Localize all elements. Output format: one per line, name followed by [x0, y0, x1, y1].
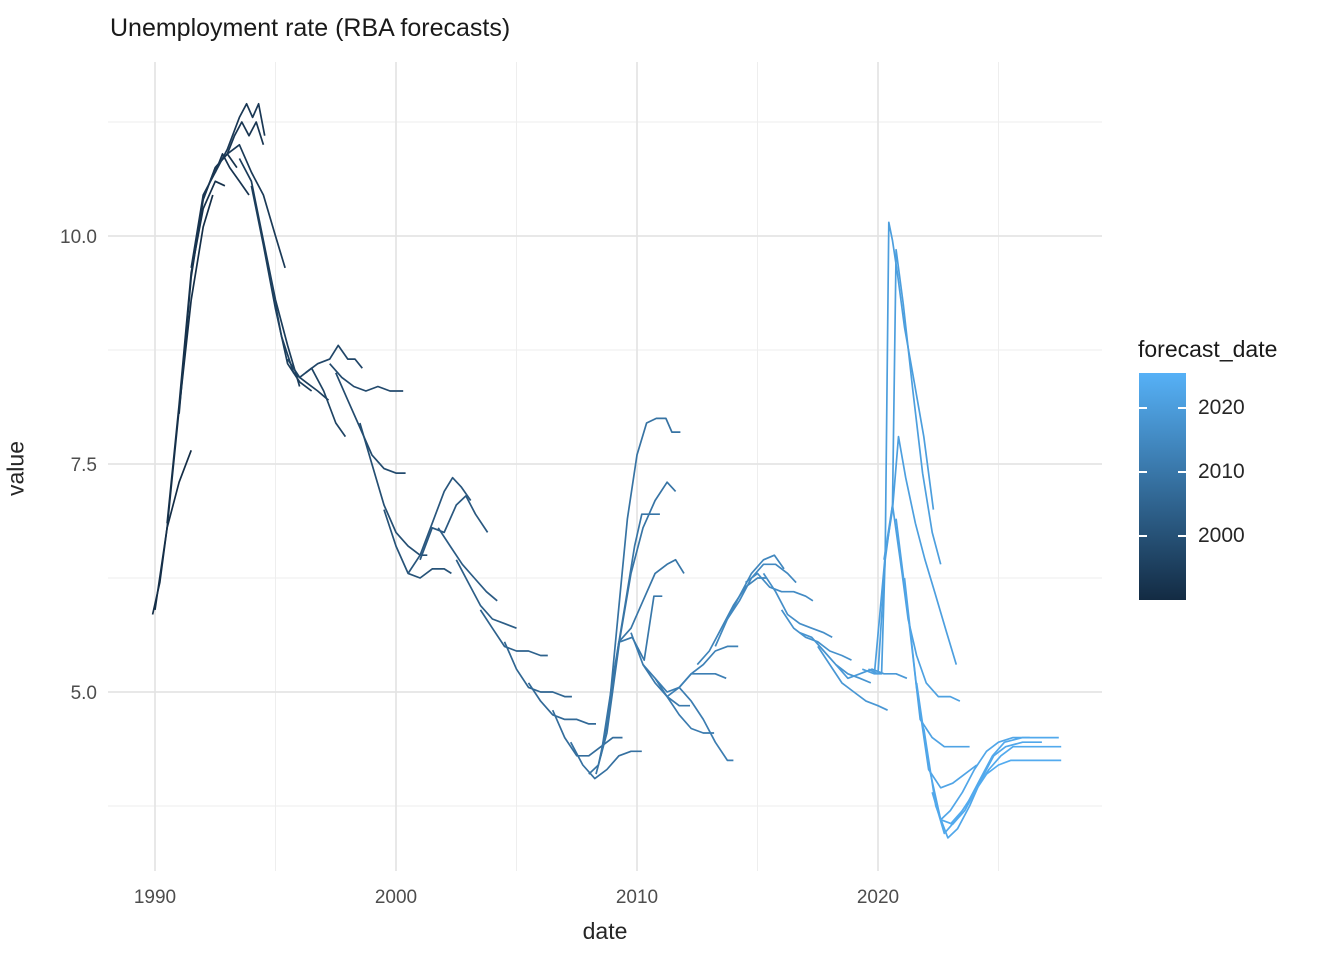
forecast-line — [678, 645, 739, 688]
forecast-line — [527, 682, 596, 725]
x-tick-label: 1990 — [134, 887, 176, 908]
legend-tick-label: 2010 — [1198, 460, 1245, 484]
x-tick-label: 2000 — [375, 887, 417, 908]
forecast-line — [407, 476, 472, 574]
forecast-line — [817, 645, 888, 711]
forecast-line — [419, 495, 489, 561]
forecast-line — [606, 558, 685, 729]
x-axis-title: date — [582, 918, 628, 944]
y-tick-label: 10.0 — [60, 227, 97, 248]
legend-title: forecast_date — [1138, 336, 1278, 362]
forecast-line — [250, 185, 313, 392]
colorbar-tick — [1178, 535, 1186, 538]
forecast-line — [642, 664, 715, 734]
forecast-line — [305, 344, 363, 374]
forecast-line — [226, 143, 286, 269]
y-tick-label: 7.5 — [71, 455, 97, 476]
forecast-line — [744, 572, 814, 602]
forecast-line — [949, 759, 1062, 825]
forecast-line — [726, 563, 797, 620]
forecast-line — [654, 677, 734, 762]
forecast-line — [569, 741, 642, 780]
forecast-line — [286, 358, 347, 438]
legend-tick-label: 2000 — [1198, 524, 1245, 548]
forecast-line — [455, 559, 517, 629]
forecast-line — [214, 102, 266, 173]
forecast-line — [335, 372, 406, 474]
forecast-line — [329, 363, 404, 392]
legend-tick-label: 2020 — [1198, 396, 1245, 420]
forecast-line — [437, 527, 498, 602]
forecast-line — [915, 682, 1030, 821]
forecast-line — [190, 153, 250, 269]
forecast-line — [178, 153, 238, 414]
x-tick-label: 2010 — [616, 887, 658, 908]
forecast-line — [202, 121, 265, 200]
forecast-line — [895, 518, 970, 748]
gridlines-major — [108, 62, 1102, 871]
forecast-line — [931, 736, 1059, 835]
forecast-line — [166, 180, 226, 524]
colorbar-tick — [1178, 407, 1186, 410]
forecast-line — [503, 641, 572, 698]
forecast-line — [238, 158, 301, 387]
forecast-lines — [151, 102, 1062, 839]
axis-tick-labels: 10.0 7.5 5.0 1990 2000 2010 2020 — [60, 227, 899, 908]
forecast-line — [383, 509, 452, 579]
colorbar-tick — [1139, 535, 1147, 538]
forecast-line — [696, 577, 768, 666]
colorbar-tick — [1178, 471, 1186, 474]
forecast-line — [835, 664, 908, 680]
forecast-line — [780, 609, 852, 661]
forecast-line — [883, 504, 961, 702]
forecast-line — [666, 672, 727, 698]
forecast-line — [940, 745, 1062, 826]
y-tick-label: 5.0 — [71, 683, 97, 704]
forecast-line — [154, 194, 214, 611]
forecast-line — [922, 728, 1042, 839]
forecast-line — [600, 513, 660, 756]
forecast-line — [868, 248, 942, 675]
x-tick-label: 2020 — [857, 887, 899, 908]
gridlines-minor — [108, 62, 1102, 871]
legend-colorbar — [1139, 373, 1186, 600]
forecast-line — [551, 709, 623, 757]
forecast-line — [714, 554, 785, 647]
forecast-line — [359, 422, 428, 557]
legend: forecast_date 2020 2010 2000 — [1128, 330, 1344, 650]
forecast-line — [588, 417, 681, 775]
forecast-line — [630, 632, 690, 707]
colorbar-tick — [1139, 471, 1147, 474]
forecast-line — [861, 221, 935, 675]
forecast-line — [799, 631, 872, 684]
forecast-line — [479, 609, 548, 657]
chart-title: Unemployment rate (RBA forecasts) — [110, 14, 511, 42]
forecast-line — [762, 572, 833, 639]
y-axis-title: value — [2, 441, 29, 496]
colorbar-tick — [1139, 407, 1147, 410]
forecast-line — [619, 595, 663, 661]
forecast-line — [595, 481, 677, 775]
